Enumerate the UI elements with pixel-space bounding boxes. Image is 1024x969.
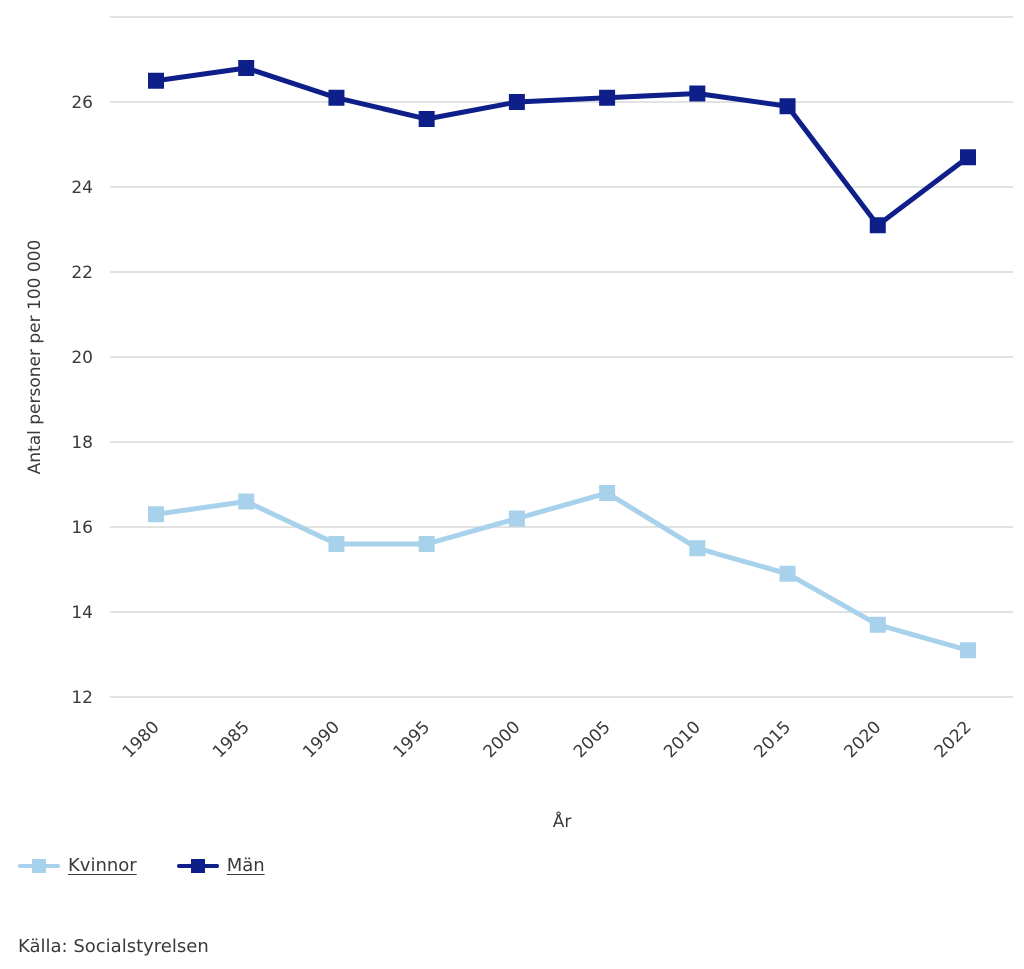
series-kvinnor [148, 485, 976, 659]
data-point-marker [418, 536, 435, 552]
data-point-marker [869, 616, 886, 633]
data-point-marker [960, 642, 976, 659]
y-tick-label: 16 [71, 518, 93, 538]
y-axis-ticks: 12 14 16 18 20 22 24 26 [71, 93, 93, 708]
data-point-marker [328, 89, 345, 106]
y-tick-label: 12 [71, 688, 93, 708]
data-point-marker [779, 565, 796, 582]
y-tick-label: 24 [71, 178, 93, 198]
y-tick-label: 18 [71, 433, 93, 453]
series-group [148, 60, 976, 659]
x-tick-label: 1985 [209, 717, 254, 762]
data-point-marker [508, 510, 525, 527]
y-tick-label: 14 [71, 603, 93, 623]
x-tick-label: 1995 [389, 717, 434, 762]
legend-swatch-man [176, 858, 219, 874]
data-point-marker [960, 149, 976, 166]
data-point-marker [689, 85, 706, 102]
y-axis-label: Antal personer per 100 000 [25, 240, 45, 475]
series-line [155, 65, 970, 228]
x-tick-label: 2020 [841, 717, 886, 762]
y-tick-label: 22 [71, 263, 93, 283]
data-point-marker [328, 536, 345, 552]
data-point-marker [148, 72, 164, 89]
legend-item-man[interactable]: Män [176, 855, 265, 876]
data-point-marker [599, 485, 616, 501]
data-point-marker [779, 98, 796, 115]
legend-swatch-kvinnor [18, 858, 60, 874]
y-tick-label: 20 [71, 348, 93, 368]
data-point-marker [418, 111, 435, 127]
x-tick-label: 2022 [931, 717, 976, 762]
source-note: Källa: Socialstyrelsen [18, 936, 209, 957]
y-tick-label: 26 [71, 93, 93, 113]
x-tick-label: 1980 [119, 717, 164, 762]
x-axis-label: År [553, 810, 572, 832]
x-tick-label: 2015 [750, 717, 795, 762]
data-point-marker [689, 540, 706, 557]
legend-item-kvinnor[interactable]: Kvinnor [18, 855, 137, 876]
data-point-marker [869, 217, 886, 234]
gridlines [110, 16, 1013, 698]
series-mn [148, 60, 976, 234]
x-axis-ticks: 1980 1985 1990 1995 2000 2005 2010 2015 2020 2022 [119, 717, 976, 762]
legend: Kvinnor Män [18, 855, 265, 876]
x-tick-label: 1990 [299, 717, 344, 762]
data-point-marker [508, 94, 525, 110]
legend-label-man: Män [226, 855, 265, 876]
data-point-marker [238, 60, 255, 76]
data-point-marker [238, 493, 255, 510]
data-point-marker [148, 506, 164, 523]
data-point-marker [599, 89, 616, 106]
x-tick-label: 2010 [660, 717, 705, 762]
legend-label-kvinnor: Kvinnor [68, 855, 137, 876]
x-tick-label: 2000 [480, 717, 525, 762]
series-line [155, 490, 969, 653]
x-tick-label: 2005 [570, 717, 615, 762]
